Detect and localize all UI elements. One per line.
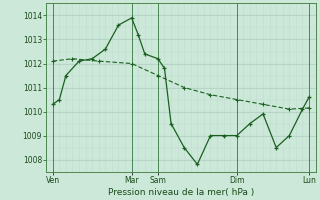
X-axis label: Pression niveau de la mer( hPa ): Pression niveau de la mer( hPa )	[108, 188, 254, 197]
